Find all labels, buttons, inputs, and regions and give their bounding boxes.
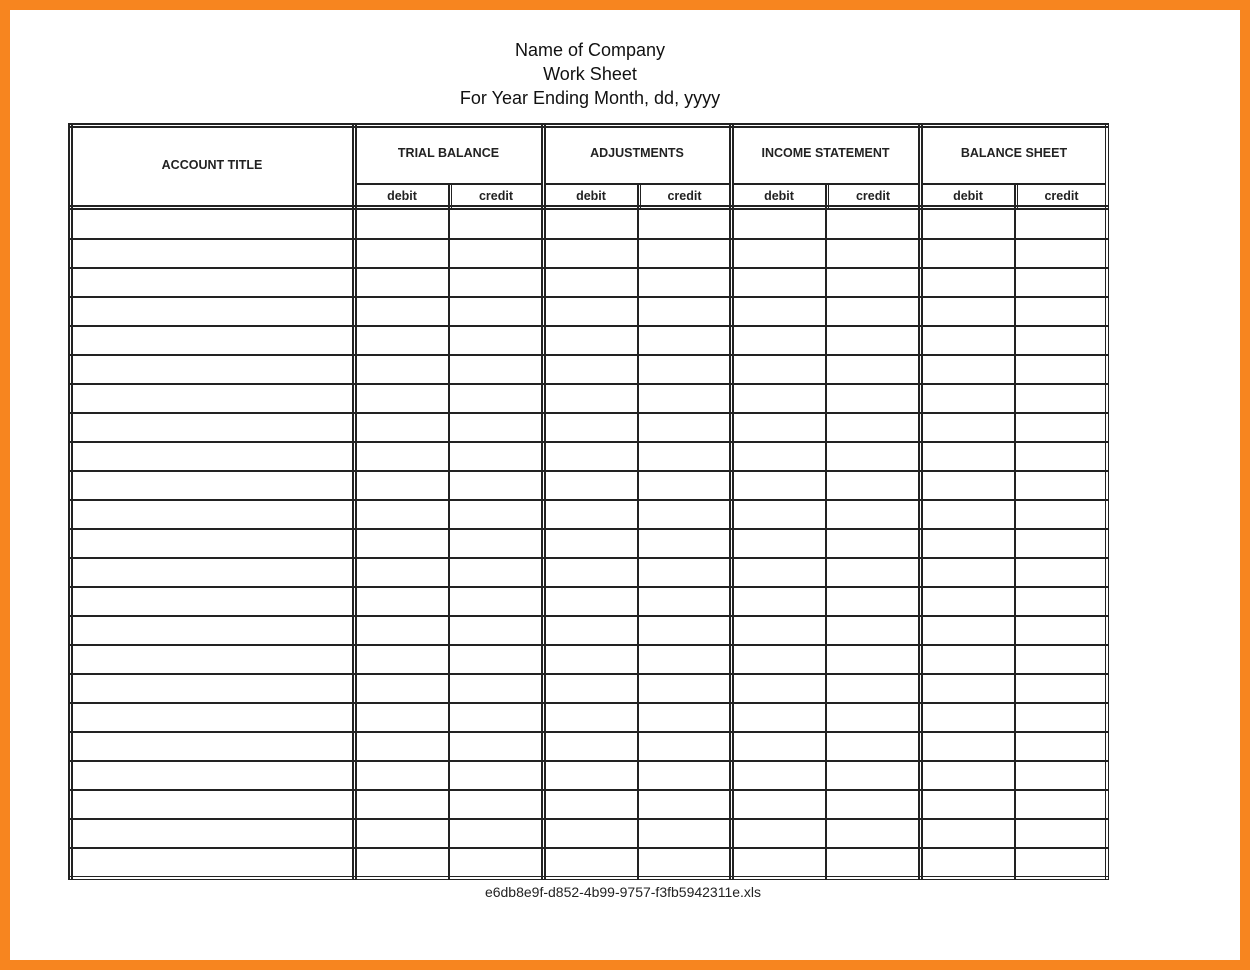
- group-divider: [541, 123, 543, 880]
- account-title-header: ACCOUNT TITLE: [161, 158, 263, 172]
- debit-header: debit: [387, 189, 417, 203]
- outer-border: [68, 123, 70, 880]
- table-row-line: [68, 325, 1109, 327]
- table-row-line: [68, 470, 1109, 472]
- group-divider: [352, 123, 354, 880]
- table-row-line: [68, 499, 1109, 501]
- subheader-divider: [921, 183, 1106, 185]
- table-row-line: [68, 296, 1109, 298]
- header-divider: [68, 205, 1109, 207]
- debit-credit-divider: [825, 183, 827, 880]
- table-row-line: [68, 354, 1109, 356]
- outer-border: [68, 123, 1109, 125]
- outer-border: [1104, 123, 1106, 880]
- debit-credit-divider: [450, 183, 452, 208]
- debit-credit-divider: [639, 183, 641, 208]
- table-row-line: [68, 267, 1109, 269]
- table-row-line: [68, 760, 1109, 762]
- debit-header: debit: [953, 189, 983, 203]
- outer-border: [68, 875, 1109, 877]
- credit-header: credit: [478, 189, 514, 203]
- table-row-line: [68, 673, 1109, 675]
- table-row-line: [68, 238, 1109, 240]
- credit-header: credit: [1044, 189, 1079, 203]
- debit-credit-divider: [448, 183, 450, 880]
- table-row-line: [68, 441, 1109, 443]
- group-divider: [544, 123, 546, 880]
- debit-header: debit: [764, 189, 794, 203]
- debit-header: debit: [576, 189, 606, 203]
- subheader-divider: [544, 183, 729, 185]
- debit-credit-divider: [827, 183, 829, 208]
- table-row-line: [68, 528, 1109, 530]
- group-header: BALANCE SHEET: [960, 146, 1068, 160]
- group-divider: [732, 123, 734, 880]
- outer-border: [68, 878, 1109, 880]
- group-divider: [355, 123, 357, 880]
- table-row-line: [68, 702, 1109, 704]
- table-row-line: [68, 557, 1109, 559]
- period-title: For Year Ending Month, dd, yyyy: [459, 88, 721, 108]
- table-row-line: [68, 818, 1109, 820]
- outer-border: [1107, 123, 1109, 880]
- table-row-line: [68, 644, 1109, 646]
- group-divider: [729, 123, 731, 880]
- table-row-line: [68, 731, 1109, 733]
- debit-credit-divider: [1016, 183, 1018, 208]
- group-header: TRIAL BALANCE: [397, 146, 500, 160]
- outer-border: [68, 126, 1109, 128]
- group-header: ADJUSTMENTS: [590, 146, 684, 160]
- header-divider: [68, 208, 1109, 210]
- company-name: Name of Company: [514, 40, 666, 60]
- table-row-line: [68, 847, 1109, 849]
- credit-header: credit: [855, 189, 891, 203]
- debit-credit-divider: [637, 183, 639, 880]
- file-name: e6db8e9f-d852-4b99-9757-f3fb5942311e.xls: [484, 884, 762, 900]
- debit-credit-divider: [1014, 183, 1016, 880]
- table-row-line: [68, 789, 1109, 791]
- group-divider: [918, 123, 920, 880]
- credit-header: credit: [667, 189, 702, 203]
- table-row-line: [68, 383, 1109, 385]
- group-divider: [921, 123, 923, 880]
- sheet-title: Work Sheet: [543, 64, 637, 84]
- table-row-line: [68, 615, 1109, 617]
- table-row-line: [68, 586, 1109, 588]
- table-row-line: [68, 412, 1109, 414]
- group-header: INCOME STATEMENT: [761, 146, 890, 160]
- outer-border: [71, 123, 73, 880]
